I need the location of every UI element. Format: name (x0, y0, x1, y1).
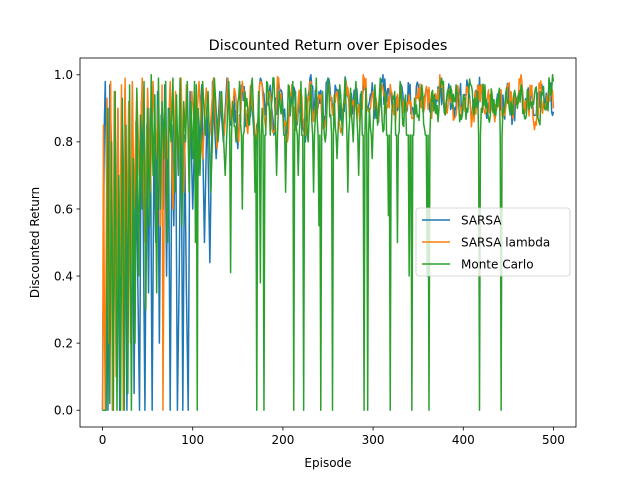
x-tick-label: 300 (362, 433, 385, 447)
series-line-2 (102, 74, 555, 411)
plot-frame (79, 57, 577, 428)
legend-box (415, 207, 571, 277)
y-tick-label: 1.0 (54, 68, 73, 82)
x-tick-label: 200 (271, 433, 294, 447)
x-tick-label: 0 (99, 433, 107, 447)
x-tick-label: 400 (452, 433, 475, 447)
chart-title: Discounted Return over Episodes (209, 38, 448, 54)
x-axis: 0 100 200 300 400 500 (99, 427, 565, 447)
y-tick-label: 0.2 (54, 336, 73, 350)
x-axis-title: Episode (304, 456, 351, 470)
legend-label: Monte Carlo (461, 257, 534, 271)
x-tick-label: 500 (542, 433, 565, 447)
y-tick-label: 0.6 (54, 202, 73, 216)
y-axis-title: Discounted Return (28, 187, 42, 298)
plot-lines (101, 74, 555, 411)
x-tick-label: 100 (181, 433, 204, 447)
y-axis: 0.0 0.2 0.4 0.6 0.8 1.0 (54, 68, 80, 418)
legend-label: SARSA lambda (461, 235, 550, 249)
legend-label: SARSA (461, 213, 502, 227)
y-tick-label: 0.4 (54, 269, 73, 283)
legend: SARSA SARSA lambda Monte Carlo (415, 207, 571, 277)
y-tick-label: 0.0 (54, 404, 73, 418)
y-tick-label: 0.8 (54, 135, 73, 149)
